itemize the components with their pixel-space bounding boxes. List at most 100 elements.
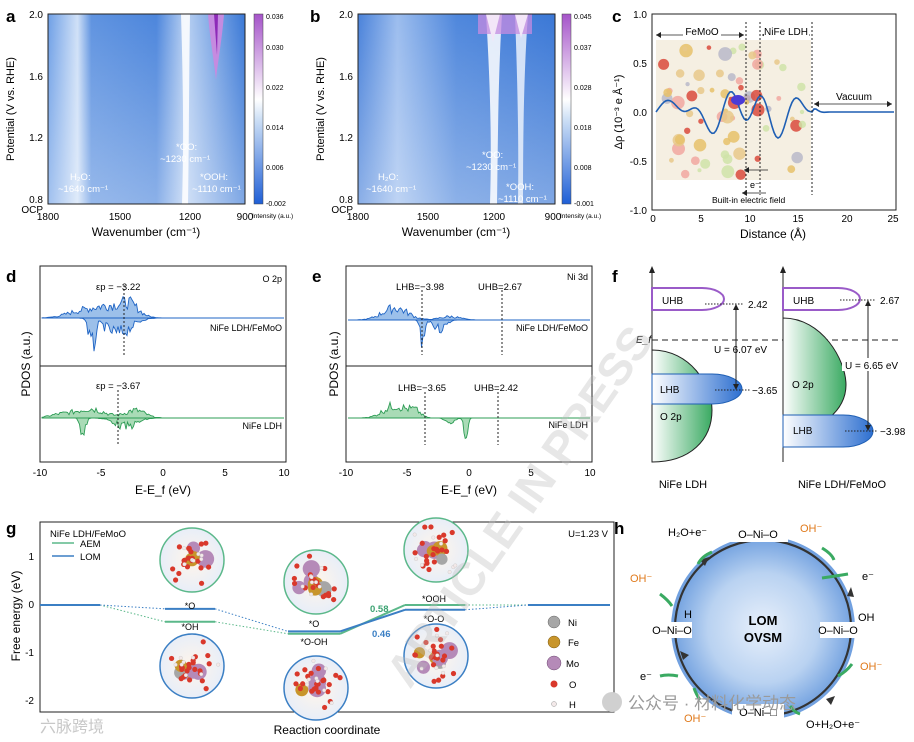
atom — [674, 134, 685, 145]
y-tick: 0.5 — [633, 59, 647, 70]
oxygen-atom — [412, 652, 419, 658]
annotation: ~1640 cm⁻¹ — [366, 184, 416, 195]
panel-letter: d — [6, 267, 16, 286]
band-value: 2.42 — [748, 300, 768, 311]
x-tick: 1200 — [179, 212, 202, 223]
atom — [744, 99, 750, 105]
oxygen-atom — [441, 653, 448, 659]
y-axis-label: Potential (V vs. RHE) — [5, 57, 17, 161]
y-tick: 2.0 — [339, 10, 353, 21]
atom — [715, 69, 724, 78]
oxygen-atom — [326, 593, 332, 599]
colorbar-tick: 0.008 — [574, 165, 592, 172]
y-tick: 0.8 — [339, 195, 353, 206]
x-axis-label: E-E_f (eV) — [441, 483, 497, 497]
panel-h: h LOM OVSM O–Ni–O H₂O+e⁻ OH⁻ e⁻ OH O–Ni–… — [614, 519, 883, 731]
oxygen-atom — [200, 639, 206, 645]
oxygen-atom — [428, 524, 434, 530]
crystal-structure-illustration — [656, 40, 811, 180]
y-tick-ocp: OCP — [21, 205, 43, 216]
uhb-band — [782, 287, 861, 311]
oxygen-atom — [315, 665, 322, 672]
oxygen-atom — [306, 553, 313, 559]
atom — [663, 88, 672, 98]
oxygen-atom — [320, 678, 326, 684]
band-value: −3.98 — [880, 427, 906, 438]
atom — [791, 151, 803, 164]
panel-g: g NiFe LDH/FeMoO AEM LOM U=1.23 V *O *OH… — [6, 517, 615, 737]
panel-letter: g — [6, 519, 16, 538]
hydrogen-atom — [445, 631, 450, 636]
oxygen-atom — [326, 681, 332, 688]
annotation: ~1640 cm⁻¹ — [58, 184, 108, 195]
legend-lom: LOM — [80, 552, 101, 563]
colorbar-tick: 0.006 — [266, 165, 284, 172]
x-tick: 1500 — [109, 212, 132, 223]
hydrogen-atom — [311, 658, 316, 663]
panel-letter: b — [310, 7, 320, 26]
metal-atom — [436, 553, 448, 565]
hydrogen-atom — [439, 541, 443, 546]
annotation: *OOH: — [200, 172, 228, 183]
fermi-label: E_f — [636, 335, 652, 346]
colorbar-tick: 0.028 — [574, 85, 592, 92]
hydrogen-atom — [173, 662, 178, 667]
oxygen-atom — [331, 586, 337, 592]
oxygen-atom — [337, 675, 343, 681]
hydrogen-atom — [199, 557, 204, 562]
panel-c: c FeMoO NiFe LDH Vacuum e⁻ Built-in elec… — [612, 7, 899, 241]
annotation: ~1110 cm⁻¹ — [192, 184, 241, 195]
oxygen-atom — [176, 570, 182, 577]
y-tick: 1.2 — [339, 133, 353, 144]
atom — [658, 58, 670, 70]
oxygen-atom — [426, 566, 432, 573]
potential-label: U=1.23 V — [568, 529, 609, 540]
hydrogen-atom — [181, 660, 186, 665]
y-tick: -1.0 — [630, 206, 648, 217]
panel-letter: c — [612, 7, 621, 26]
step-arrow — [788, 705, 801, 716]
y-tick: 1.6 — [339, 72, 353, 83]
species-label: e⁻ — [862, 571, 874, 583]
oxygen-atom — [333, 672, 339, 678]
oxygen-atom — [294, 563, 300, 569]
oxygen-atom — [195, 558, 201, 564]
colorbar-label: Intensity (a.u.) — [560, 213, 601, 220]
hydrogen-atom — [319, 566, 324, 571]
region-label: FeMoO — [685, 27, 719, 38]
colorbar — [253, 13, 264, 205]
panel-d: d εp = −3.22 εp = −3.67 O 2p NiFe LDH/Fe… — [6, 265, 290, 497]
atom — [671, 95, 685, 110]
oxygen-atom — [315, 689, 322, 695]
atom — [721, 110, 735, 124]
band-value: −3.65 — [752, 386, 778, 397]
free-energy-diagram — [40, 604, 610, 635]
hydrogen-atom — [179, 662, 184, 667]
oxygen-atom — [187, 677, 193, 683]
oxygen-atom — [430, 551, 436, 558]
atom — [680, 169, 690, 179]
hydrogen-atom — [414, 557, 419, 561]
oxygen-atom — [449, 529, 455, 536]
hydrogen-atom — [447, 570, 452, 574]
species-label: O–Ni–O — [738, 529, 778, 541]
step-arrow — [821, 572, 849, 580]
level-connector — [214, 621, 289, 635]
oxygen-atom — [199, 678, 205, 684]
intermediate-label: *OOH — [422, 594, 446, 604]
oxygen-atom — [184, 564, 191, 570]
panel-letter: h — [614, 519, 624, 538]
atom — [797, 82, 806, 92]
oxygen-atom — [203, 686, 209, 692]
oxygen-atom — [294, 671, 300, 677]
atom — [750, 89, 763, 102]
x-axis-label: Reaction coordinate — [274, 723, 381, 737]
atom — [693, 69, 705, 81]
oxygen-atom — [297, 685, 304, 692]
pdos-curve-top — [348, 303, 590, 348]
y-axis-label: PDOS (a.u.) — [327, 331, 341, 396]
species-label: O–Ni–O — [652, 625, 692, 637]
oxygen-atom — [198, 541, 204, 547]
colorbar-tick: 0.022 — [266, 85, 284, 92]
atom — [776, 95, 782, 101]
